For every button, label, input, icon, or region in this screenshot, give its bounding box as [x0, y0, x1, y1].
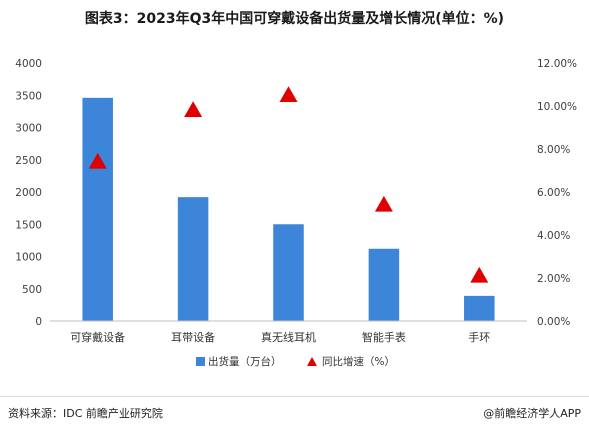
- right-axis-ticks: 0.00% 2.00% 4.00% 6.00% 8.00% 10.00% 12.00%: [537, 58, 577, 328]
- left-tick-label: 0: [35, 316, 42, 328]
- legend-swatch-marker: [307, 357, 317, 366]
- legend: 出货量（万台） 同比增速（%）: [196, 355, 395, 368]
- left-tick-label: 1500: [15, 219, 42, 231]
- right-tick-label: 8.00%: [537, 144, 570, 156]
- right-tick-label: 4.00%: [537, 230, 570, 242]
- left-tick-label: 4000: [15, 58, 42, 70]
- growth-marker: [184, 101, 203, 118]
- growth-marker: [374, 195, 393, 212]
- chart-title: 图表3：2023年Q3年中国可穿戴设备出货量及增长情况(单位：%): [84, 11, 505, 27]
- bar: [273, 224, 304, 321]
- legend-label-marker: 同比增速（%）: [322, 355, 395, 368]
- x-tick-label: 手环: [468, 330, 490, 344]
- left-tick-label: 500: [22, 284, 42, 296]
- source-note: 资料来源：IDC 前瞻产业研究院: [8, 407, 163, 420]
- right-tick-label: 2.00%: [537, 273, 570, 285]
- legend-label-bar: 出货量（万台）: [208, 355, 282, 368]
- growth-marker: [279, 86, 298, 102]
- x-tick-label: 耳带设备: [171, 330, 215, 344]
- right-tick-label: 10.00%: [537, 101, 577, 113]
- left-axis-ticks: 0 500 1000 1500 2000 2500 3000 3500 4000: [15, 58, 42, 328]
- legend-swatch-bar: [196, 357, 205, 366]
- x-axis-labels: 可穿戴设备 耳带设备 真无线耳机 智能手表 手环: [70, 330, 490, 344]
- right-tick-label: 0.00%: [537, 316, 570, 328]
- x-tick-label: 可穿戴设备: [70, 330, 125, 344]
- bar: [82, 97, 113, 321]
- bar-series: [82, 97, 495, 321]
- bar: [368, 248, 400, 321]
- credit-note: @前瞻经济学人APP: [483, 407, 581, 420]
- bar: [177, 197, 209, 321]
- growth-marker: [470, 266, 489, 283]
- marker-series: [88, 86, 489, 283]
- left-tick-label: 1000: [15, 252, 42, 264]
- x-tick-label: 智能手表: [362, 330, 406, 344]
- chart-svg: 0 500 1000 1500 2000 2500 3000 3500 4000 0.00% 2.…: [15, 58, 577, 368]
- bar: [464, 295, 495, 321]
- right-tick-label: 12.00%: [537, 58, 577, 70]
- chart-area: 0 500 1000 1500 2000 2500 3000 3500 4000 0.00% 2.…: [0, 30, 589, 389]
- left-tick-label: 2500: [15, 155, 42, 167]
- left-tick-label: 2000: [15, 187, 42, 199]
- right-tick-label: 6.00%: [537, 187, 570, 199]
- growth-marker: [88, 152, 107, 169]
- left-tick-label: 3000: [15, 123, 42, 135]
- x-tick-label: 真无线耳机: [261, 330, 316, 344]
- footer: 资料来源：IDC 前瞻产业研究院 @前瞻经济学人APP: [0, 396, 589, 427]
- left-tick-label: 3500: [15, 90, 42, 102]
